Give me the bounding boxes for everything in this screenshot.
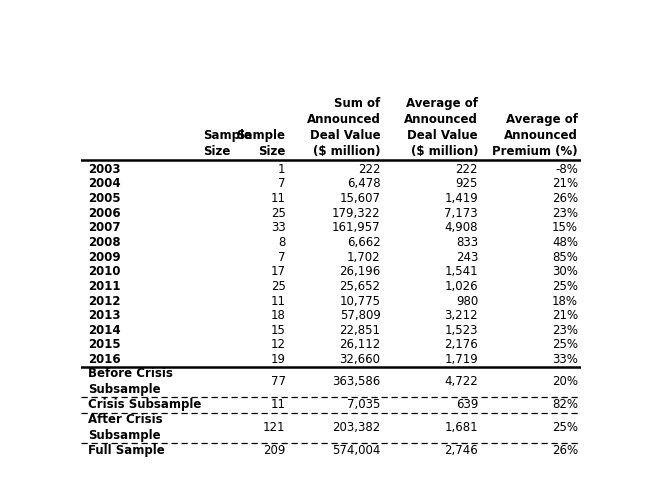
Text: 48%: 48% [552, 236, 578, 249]
Text: Average of
Announced
Premium (%): Average of Announced Premium (%) [492, 113, 578, 158]
Text: 30%: 30% [552, 266, 578, 278]
Text: 15,607: 15,607 [339, 192, 381, 205]
Text: 4,722: 4,722 [444, 376, 478, 388]
Text: 1,681: 1,681 [444, 422, 478, 434]
Text: 2,176: 2,176 [444, 338, 478, 351]
Text: 19: 19 [270, 353, 286, 366]
Text: 2011: 2011 [88, 280, 121, 293]
Text: 21%: 21% [552, 178, 578, 190]
Text: 574,004: 574,004 [332, 444, 381, 458]
Text: 1,523: 1,523 [444, 324, 478, 337]
Text: 23%: 23% [552, 324, 578, 337]
Text: 8: 8 [278, 236, 286, 249]
Text: 11: 11 [270, 294, 286, 308]
Text: 7: 7 [278, 178, 286, 190]
Text: 3,212: 3,212 [444, 309, 478, 322]
Text: 20%: 20% [552, 376, 578, 388]
Text: 82%: 82% [552, 398, 578, 411]
Text: 15%: 15% [552, 222, 578, 234]
Text: 18%: 18% [552, 294, 578, 308]
Text: 1,419: 1,419 [444, 192, 478, 205]
Text: 18: 18 [271, 309, 286, 322]
Text: 26,196: 26,196 [339, 266, 381, 278]
Text: 77: 77 [270, 376, 286, 388]
Text: 1,702: 1,702 [347, 250, 381, 264]
Text: Full Sample: Full Sample [88, 444, 165, 458]
Text: Sample
Size: Sample Size [203, 129, 252, 158]
Text: 7,035: 7,035 [347, 398, 381, 411]
Text: After Crisis
Subsample: After Crisis Subsample [88, 414, 163, 442]
Text: 2013: 2013 [88, 309, 121, 322]
Text: 2014: 2014 [88, 324, 121, 337]
Text: 12: 12 [270, 338, 286, 351]
Text: Sum of
Announced
Deal Value
($ million): Sum of Announced Deal Value ($ million) [306, 97, 381, 158]
Text: 833: 833 [456, 236, 478, 249]
Text: 25%: 25% [552, 422, 578, 434]
Text: 57,809: 57,809 [340, 309, 381, 322]
Text: 1,719: 1,719 [444, 353, 478, 366]
Text: 2009: 2009 [88, 250, 121, 264]
Text: 2006: 2006 [88, 206, 121, 220]
Text: 85%: 85% [552, 250, 578, 264]
Text: 222: 222 [358, 163, 381, 176]
Text: 2004: 2004 [88, 178, 121, 190]
Text: 11: 11 [270, 398, 286, 411]
Text: 2007: 2007 [88, 222, 121, 234]
Text: 25: 25 [271, 280, 286, 293]
Text: Crisis Subsample: Crisis Subsample [88, 398, 201, 411]
Text: 639: 639 [455, 398, 478, 411]
Text: 6,662: 6,662 [347, 236, 381, 249]
Text: Sample
Size: Sample Size [237, 129, 286, 158]
Text: 2012: 2012 [88, 294, 121, 308]
Text: 209: 209 [263, 444, 286, 458]
Text: 10,775: 10,775 [339, 294, 381, 308]
Text: 15: 15 [271, 324, 286, 337]
Text: 25%: 25% [552, 280, 578, 293]
Text: 25%: 25% [552, 338, 578, 351]
Text: 21%: 21% [552, 309, 578, 322]
Text: 1: 1 [278, 163, 286, 176]
Text: 4,908: 4,908 [444, 222, 478, 234]
Text: 121: 121 [263, 422, 286, 434]
Text: 1,026: 1,026 [444, 280, 478, 293]
Text: Before Crisis
Subsample: Before Crisis Subsample [88, 368, 173, 396]
Text: 26%: 26% [552, 192, 578, 205]
Text: 22,851: 22,851 [339, 324, 381, 337]
Text: 23%: 23% [552, 206, 578, 220]
Text: 26,112: 26,112 [339, 338, 381, 351]
Text: 2003: 2003 [88, 163, 121, 176]
Text: 7: 7 [278, 250, 286, 264]
Text: 203,382: 203,382 [332, 422, 381, 434]
Text: 33: 33 [271, 222, 286, 234]
Text: 32,660: 32,660 [339, 353, 381, 366]
Text: 26%: 26% [552, 444, 578, 458]
Text: 980: 980 [456, 294, 478, 308]
Text: 33%: 33% [552, 353, 578, 366]
Text: 2016: 2016 [88, 353, 121, 366]
Text: 7,173: 7,173 [444, 206, 478, 220]
Text: 25,652: 25,652 [339, 280, 381, 293]
Text: 222: 222 [455, 163, 478, 176]
Text: 2,746: 2,746 [444, 444, 478, 458]
Text: 17: 17 [270, 266, 286, 278]
Text: 25: 25 [271, 206, 286, 220]
Text: 179,322: 179,322 [332, 206, 381, 220]
Text: 2015: 2015 [88, 338, 121, 351]
Text: 2005: 2005 [88, 192, 121, 205]
Text: 2010: 2010 [88, 266, 121, 278]
Text: 2008: 2008 [88, 236, 121, 249]
Text: 11: 11 [270, 192, 286, 205]
Text: 243: 243 [455, 250, 478, 264]
Text: Average of
Announced
Deal Value
($ million): Average of Announced Deal Value ($ milli… [404, 97, 478, 158]
Text: 363,586: 363,586 [332, 376, 381, 388]
Text: -8%: -8% [555, 163, 578, 176]
Text: 1,541: 1,541 [444, 266, 478, 278]
Text: 6,478: 6,478 [347, 178, 381, 190]
Text: 161,957: 161,957 [332, 222, 381, 234]
Text: 925: 925 [455, 178, 478, 190]
